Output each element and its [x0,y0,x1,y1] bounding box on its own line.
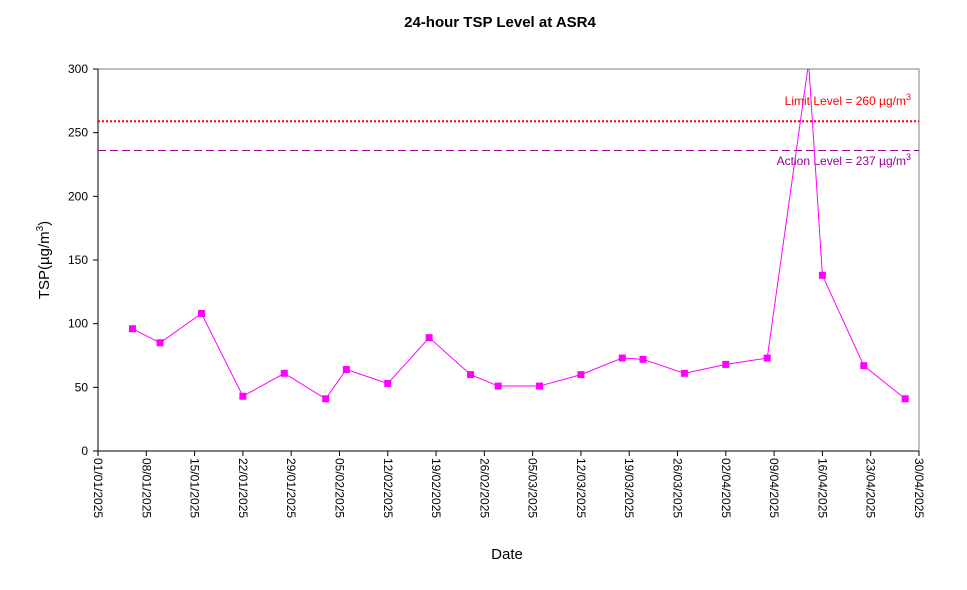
x-tick-label: 08/01/2025 [139,458,153,518]
y-tick-label: 150 [68,253,88,267]
x-tick-label: 19/03/2025 [622,458,636,518]
data-point [280,369,288,377]
chart-title: 24-hour TSP Level at ASR4 [404,14,596,31]
y-tick-label: 50 [75,380,89,394]
data-point [680,369,688,377]
data-point [577,371,585,379]
data-point [384,380,392,388]
reference-lines: Limit Level = 260 µg/m3 Action Level = 23… [98,92,919,168]
x-tick-label: 09/04/2025 [767,458,781,518]
data-point [639,355,647,363]
x-tick-label: 02/04/2025 [719,458,733,518]
x-tick-label: 19/02/2025 [429,458,443,518]
x-tick-label: 30/04/2025 [912,458,926,518]
x-tick-label: 23/04/2025 [864,458,878,518]
data-point [494,382,502,390]
y-axis-label-sup: 3 [35,225,46,231]
y-tick-label: 250 [68,126,88,140]
data-point [467,371,475,379]
series-group [128,69,909,403]
y-tick-label: 0 [81,444,88,458]
data-point [156,339,164,347]
reference-line-label: Action Level = 237 µg/m3 [777,152,911,168]
x-tick-label: 01/01/2025 [91,458,105,518]
x-tick-label: 22/01/2025 [236,458,250,518]
y-tick-label: 200 [68,189,88,203]
data-point [722,360,730,368]
x-tick-label: 12/03/2025 [574,458,588,518]
plot-area [97,68,920,452]
data-point [618,354,626,362]
y-axis-label: TSP(µg/m3) [35,221,53,299]
series-line [132,69,906,400]
x-tick-label: 05/02/2025 [332,458,346,518]
data-point [901,395,909,403]
x-tick-label: 12/02/2025 [381,458,395,518]
x-tick-label: 29/01/2025 [284,458,298,518]
data-point [342,366,350,374]
x-tick-label: 26/02/2025 [477,458,491,518]
x-axis-ticks: 01/01/2025 08/01/2025 15/01/2025 22/01/2025… [91,451,926,518]
data-point [128,325,136,333]
x-axis-label: Date [491,546,523,563]
y-tick-label: 300 [68,62,88,76]
y-tick-label: 100 [68,317,88,331]
data-point [197,309,205,317]
plot-frame [97,68,920,452]
data-point [425,334,433,342]
x-tick-label: 15/01/2025 [188,458,202,518]
data-point [239,392,247,400]
data-point [322,395,330,403]
data-point [763,354,771,362]
x-tick-label: 26/03/2025 [671,458,685,518]
data-point [860,362,868,370]
y-axis-label-text: TSP(µg/m [36,231,53,299]
x-tick-label: 05/03/2025 [526,458,540,518]
y-axis-ticks: 0 50 100 150 200 250 300 [68,62,98,458]
x-tick-label: 16/04/2025 [815,458,829,518]
reference-line-label: Limit Level = 260 µg/m3 [785,92,911,108]
y-axis-label-close: ) [36,221,53,226]
data-point [818,271,826,279]
data-point [536,382,544,390]
